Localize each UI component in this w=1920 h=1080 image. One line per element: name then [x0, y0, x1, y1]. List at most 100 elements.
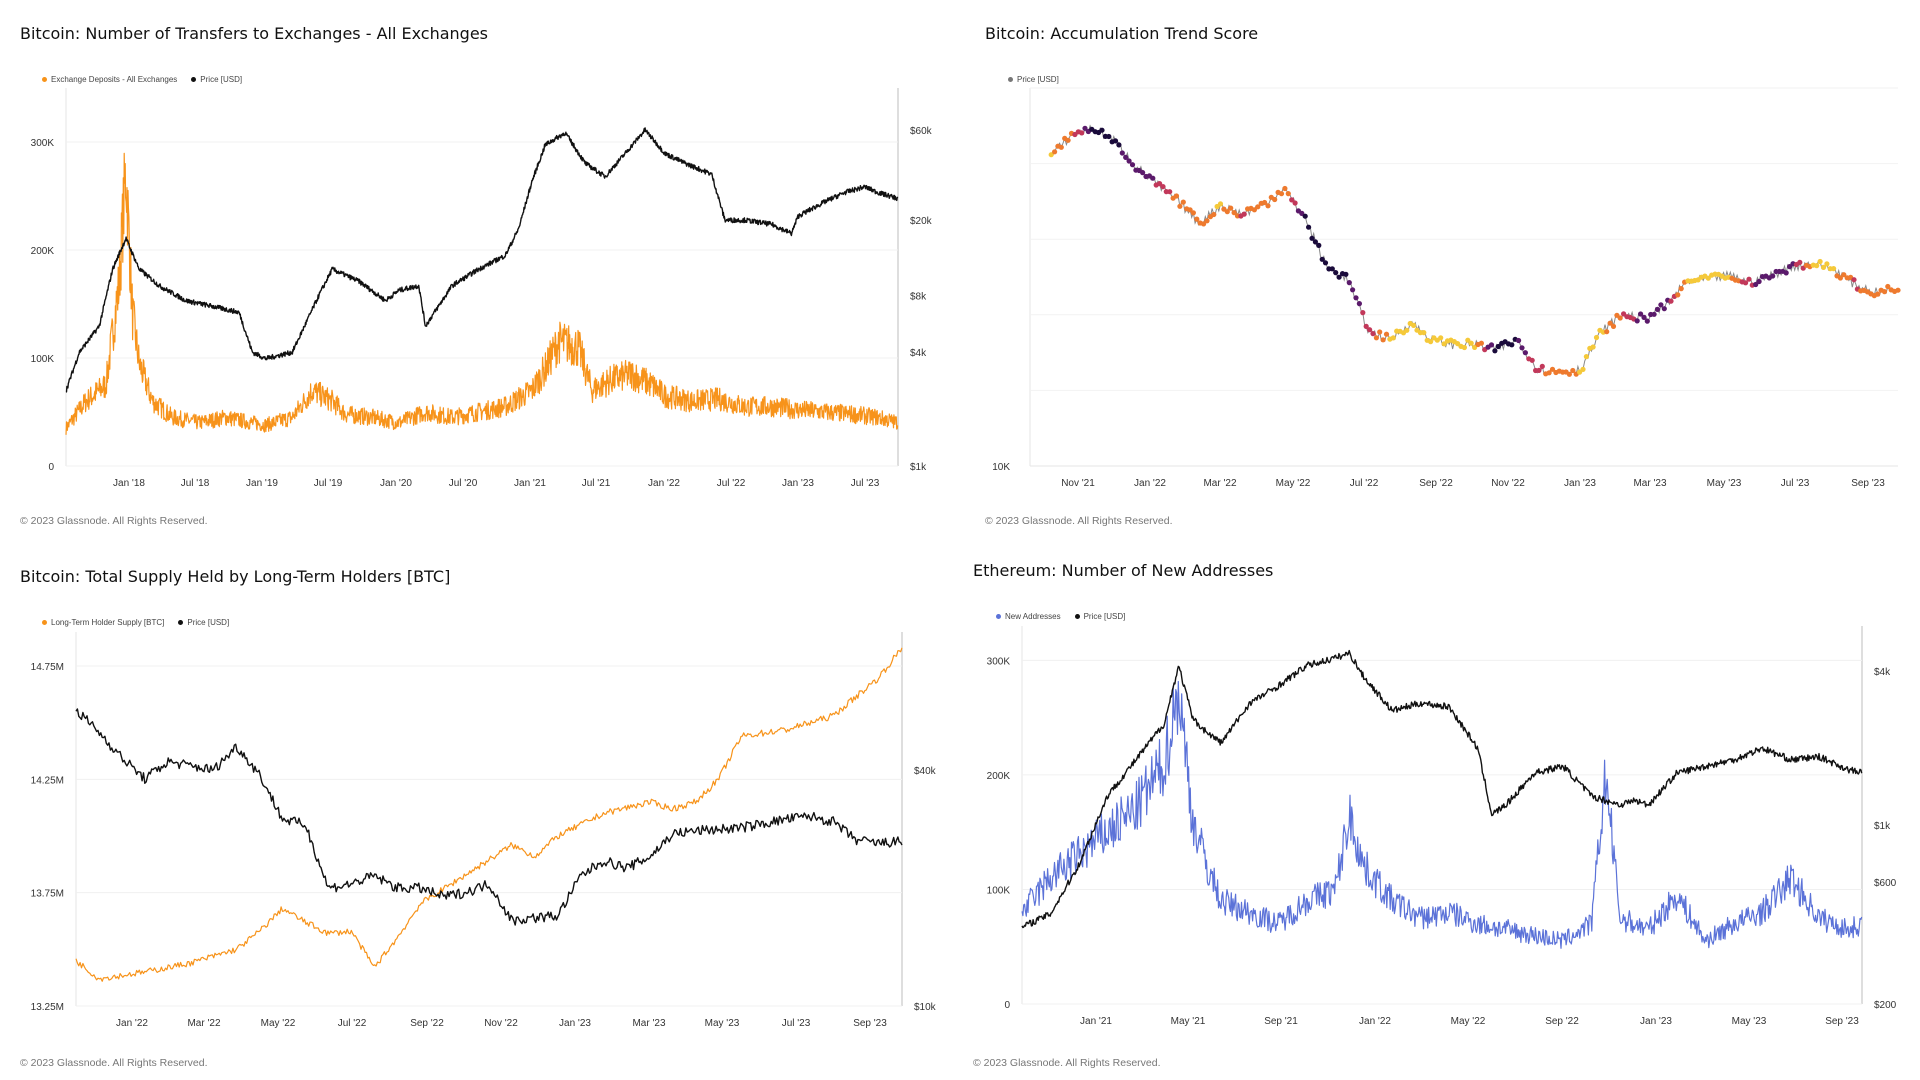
chart2-point [1106, 133, 1112, 140]
chart2-point [1590, 344, 1596, 350]
chart1-y-left-tick: 100K [31, 354, 55, 365]
chart4-y-right-tick: $600 [1874, 878, 1897, 889]
chart2-point [1319, 256, 1325, 262]
chart3-y-left-tick: 13.75M [31, 889, 64, 900]
chart2-point [1363, 323, 1369, 329]
chart4-y-right-tick: $1k [1874, 821, 1891, 832]
chart2-point [1536, 367, 1542, 373]
chart2-point [1272, 196, 1278, 203]
chart2-point [1116, 142, 1122, 148]
chart1-x-tick: Jul '22 [717, 478, 746, 489]
chart1-legend-deposits[interactable]: Exchange Deposits - All Exchanges [42, 75, 177, 84]
chart4-x-tick: Jan '23 [1640, 1016, 1672, 1027]
chart2-point [1678, 286, 1684, 292]
chart1-title: Bitcoin: Number of Transfers to Exchange… [20, 24, 489, 43]
chart3-series-price-line [75, 708, 903, 926]
chart2-point [1837, 275, 1843, 281]
chart2-x-tick: Mar '23 [1633, 478, 1666, 489]
chart1-x-tick: Jan '20 [380, 478, 412, 489]
chart4-legend-price[interactable]: Price [USD] [1074, 612, 1126, 621]
chart2-point [1753, 281, 1759, 288]
chart3-title: Bitcoin: Total Supply Held by Long-Term … [20, 567, 451, 586]
chart2-point [1377, 329, 1383, 335]
chart2-legend-price[interactable]: Price [USD] [1008, 75, 1059, 84]
chart2-point [1509, 342, 1515, 348]
chart2-point [1546, 370, 1552, 376]
chart2-point [1180, 199, 1186, 205]
chart3-y-right-tick: $40k [914, 766, 937, 777]
chart1-y-left-tick: 300K [31, 138, 55, 149]
chart2-point [1668, 298, 1674, 304]
chart3-legend-price[interactable]: Price [USD] [178, 618, 229, 627]
chart2-point [1617, 315, 1623, 321]
chart2-point [1468, 340, 1474, 346]
chart3-legend-lth[interactable]: Long-Term Holder Supply [BTC] [42, 618, 164, 627]
chart2-point [1201, 221, 1207, 227]
chart1-series-primary-line [65, 152, 899, 435]
chart1-x-tick: Jan '23 [782, 478, 814, 489]
chart2-point [1583, 354, 1589, 360]
chart2-point [1787, 264, 1793, 270]
chart2-point [1875, 291, 1881, 297]
chart4-copyright: © 2023 Glassnode. All Rights Reserved. [973, 1057, 1161, 1069]
chart2-point [1634, 318, 1640, 324]
chart2-point [1329, 266, 1335, 272]
chart1-x-tick: Jan '19 [246, 478, 278, 489]
chart2-point [1322, 260, 1329, 266]
chart2-point [1488, 342, 1495, 348]
chart2-point [1570, 367, 1576, 374]
chart1-y-left-tick: 0 [48, 462, 54, 473]
chart2-point [1881, 289, 1888, 295]
chart3-legend: Long-Term Holder Supply [BTC] Price [USD… [42, 618, 229, 627]
chart4-legend-price-label: Price [USD] [1083, 612, 1126, 621]
chart2-point [1187, 207, 1193, 213]
chart2-point [1638, 311, 1644, 317]
chart2-point [1404, 327, 1410, 333]
chart2-point [1539, 363, 1545, 369]
chart1-x-tick: Jan '18 [113, 478, 145, 489]
chart2-point [1851, 277, 1857, 283]
chart2-point [1157, 181, 1163, 187]
chart2-x-tick: May '23 [1707, 478, 1742, 489]
chart2-point [1262, 199, 1268, 206]
chart3-x-tick: Jan '22 [116, 1018, 148, 1029]
chart1-x-tick: Jul '20 [449, 478, 478, 489]
chart2-point [1058, 144, 1064, 150]
chart3-y-left-tick: 14.25M [31, 775, 64, 786]
chart2-point [1421, 330, 1427, 336]
chart2-point [1228, 205, 1234, 211]
chart2-point [1783, 270, 1789, 276]
chart2-point [1492, 348, 1498, 354]
chart2-point [1082, 125, 1088, 131]
chart1-series-price-line [65, 127, 899, 393]
chart2-point [1797, 259, 1803, 265]
chart2-point [1177, 203, 1183, 209]
chart2-point [1282, 185, 1288, 192]
chart2-point [1411, 322, 1417, 328]
chart1-x-tick: Jan '22 [648, 478, 680, 489]
chart1-x-tick: Jan '21 [514, 478, 546, 489]
chart2-price-line [1051, 124, 1899, 376]
chart2-point [1651, 311, 1657, 317]
chart2-point [1814, 263, 1820, 269]
chart2-point [1343, 271, 1349, 277]
chart4-x-tick: Jan '22 [1359, 1016, 1391, 1027]
chart4-legend-addresses[interactable]: New Addresses [996, 612, 1061, 621]
chart2-point [1383, 331, 1390, 337]
chart2-point [1204, 218, 1210, 224]
chart2-x-tick: Sep '23 [1851, 478, 1885, 489]
chart2-point [1123, 154, 1129, 160]
chart1-x-tick: Jul '23 [851, 478, 880, 489]
chart3-x-tick: May '23 [705, 1018, 740, 1029]
chart2-point [1231, 210, 1237, 216]
chart3-copyright: © 2023 Glassnode. All Rights Reserved. [20, 1057, 208, 1069]
chart2-point [1641, 314, 1647, 320]
chart2-group: Nov '21 Jan '22 Mar '22 May '22 Jul '22 Sep '… [992, 87, 1901, 489]
chart2-x-tick: May '22 [1276, 478, 1311, 489]
chart2-point [1211, 211, 1217, 218]
chart2-point [1302, 213, 1308, 219]
chart1-y-right-tick: $60k [910, 126, 933, 137]
chart1-legend-price[interactable]: Price [USD] [191, 75, 242, 84]
chart2-x-tick: Nov '21 [1061, 478, 1095, 489]
